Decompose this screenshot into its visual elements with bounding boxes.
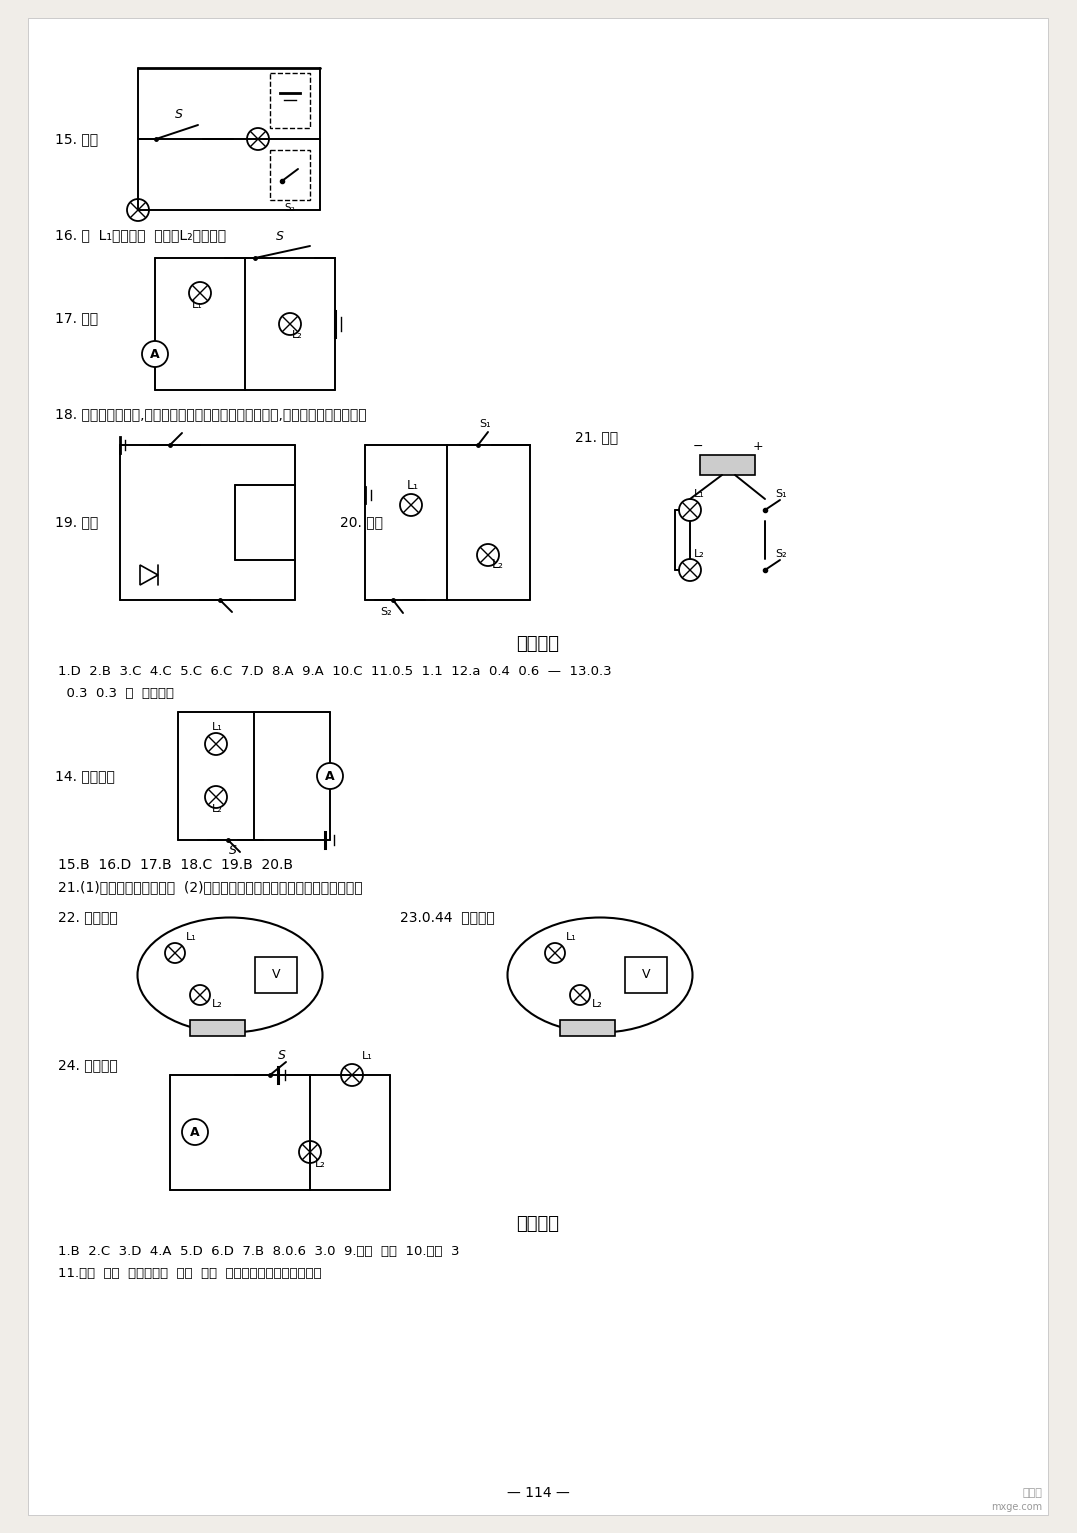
Text: 20. 如图: 20. 如图: [340, 515, 383, 529]
Text: L₂: L₂: [592, 1000, 603, 1009]
Text: 22. 如图所示: 22. 如图所示: [58, 911, 117, 924]
Text: L₂: L₂: [492, 558, 504, 570]
Text: L₂: L₂: [212, 803, 223, 814]
Text: L₁: L₁: [407, 478, 419, 492]
Text: 答案圈: 答案圈: [1022, 1489, 1043, 1498]
Bar: [625, 957, 667, 993]
Text: S₂: S₂: [284, 202, 295, 213]
Bar: [190, 1019, 244, 1036]
Bar: [560, 1019, 615, 1036]
Text: 0.3  0.3  串  处处相等: 0.3 0.3 串 处处相等: [58, 687, 174, 701]
Text: 15.B  16.D  17.B  18.C  19.B  20.B: 15.B 16.D 17.B 18.C 19.B 20.B: [58, 858, 293, 872]
Text: L₁: L₁: [694, 489, 704, 500]
Text: L₂: L₂: [314, 1159, 325, 1170]
Circle shape: [317, 763, 342, 789]
Text: S₁: S₁: [775, 489, 786, 500]
Text: S₂: S₂: [380, 607, 392, 616]
Text: 16. 并  L₁不能发光  开关对L₂不起作用: 16. 并 L₁不能发光 开关对L₂不起作用: [55, 228, 226, 242]
Text: L₁: L₁: [567, 932, 577, 941]
Text: A: A: [325, 770, 335, 782]
Text: 15. 如图: 15. 如图: [55, 132, 98, 146]
Text: 1.D  2.B  3.C  4.C  5.C  6.C  7.D  8.A  9.A  10.C  11.0.5  1.1  12.a  0.4  0.6  : 1.D 2.B 3.C 4.C 5.C 6.C 7.D 8.A 9.A 10.C…: [58, 665, 612, 678]
Text: 测试卷七: 测试卷七: [517, 635, 559, 653]
Text: S: S: [176, 107, 183, 121]
Text: 测试卷八: 测试卷八: [517, 1216, 559, 1233]
Text: 19. 如图: 19. 如图: [55, 515, 98, 529]
Text: 23.0.44  如图所示: 23.0.44 如图所示: [400, 911, 494, 924]
Text: L₁: L₁: [192, 300, 202, 310]
Bar: [270, 150, 310, 199]
Text: L₂: L₂: [292, 330, 303, 340]
Text: L₂: L₂: [694, 549, 704, 560]
Text: −: −: [693, 440, 703, 452]
Circle shape: [142, 340, 168, 366]
Text: S: S: [276, 230, 284, 244]
Text: S: S: [229, 845, 237, 857]
Text: A: A: [150, 348, 159, 360]
Text: L₂: L₂: [212, 1000, 223, 1009]
Text: L₁: L₁: [186, 932, 197, 941]
Text: L₁: L₁: [362, 1052, 373, 1061]
Text: 18. 取下一个小灯泡,若另一个小灯泡还能发光说明是并联,若不能发光说明是串联: 18. 取下一个小灯泡,若另一个小灯泡还能发光说明是并联,若不能发光说明是串联: [55, 406, 366, 422]
Text: 17. 如图: 17. 如图: [55, 311, 98, 325]
Text: 21.(1)并联电路的电流特点  (2)选用不同规格的灯泡或选用不同阻值的灯泡: 21.(1)并联电路的电流特点 (2)选用不同规格的灯泡或选用不同阻值的灯泡: [58, 880, 363, 894]
Bar: [700, 455, 755, 475]
Text: mxge.com: mxge.com: [991, 1502, 1043, 1512]
Bar: [255, 957, 297, 993]
Text: +: +: [753, 440, 764, 452]
Text: 1.B  2.C  3.D  4.A  5.D  6.D  7.B  8.0.6  3.0  9.电流  电压  10.断路  3: 1.B 2.C 3.D 4.A 5.D 6.D 7.B 8.0.6 3.0 9.…: [58, 1245, 460, 1259]
Text: 11.串联  并联  绝对不允许  允许  量程  正接线柱流进负接线柱流出: 11.串联 并联 绝对不允许 允许 量程 正接线柱流进负接线柱流出: [58, 1266, 322, 1280]
Text: A: A: [191, 1125, 200, 1139]
Text: V: V: [271, 969, 280, 981]
Text: L₁: L₁: [212, 722, 223, 731]
Text: S: S: [278, 1049, 285, 1062]
Bar: [270, 74, 310, 127]
Text: V: V: [642, 969, 651, 981]
Text: 14. 如图所示: 14. 如图所示: [55, 770, 115, 783]
Text: S₂: S₂: [775, 549, 786, 560]
Circle shape: [182, 1119, 208, 1145]
Text: S₁: S₁: [479, 419, 491, 429]
Text: — 114 —: — 114 —: [506, 1485, 570, 1499]
Text: 24. 如图所示: 24. 如图所示: [58, 1058, 117, 1072]
Text: 21. 如图: 21. 如图: [575, 429, 618, 445]
